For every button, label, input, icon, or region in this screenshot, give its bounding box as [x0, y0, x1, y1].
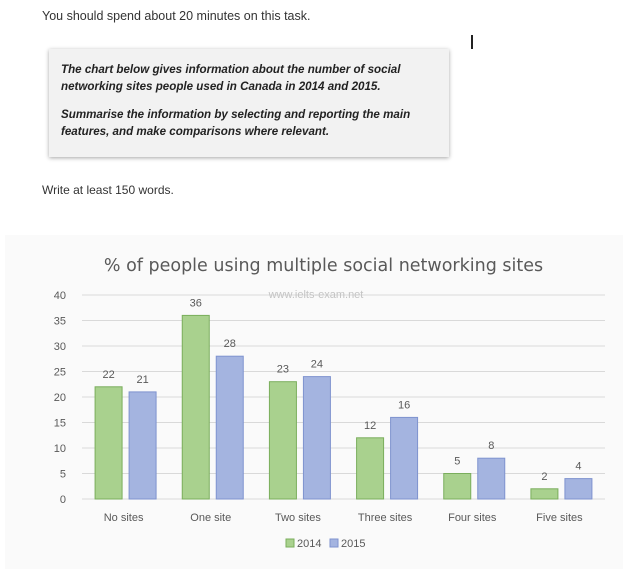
- data-label: 22: [102, 369, 114, 381]
- bar-2014-0: [94, 386, 123, 500]
- word-count-note: Write at least 150 words.: [42, 183, 174, 197]
- bar-2014-4: [443, 473, 472, 500]
- legend-label-2014: 2014: [297, 538, 321, 550]
- y-tick-label: 5: [60, 469, 66, 481]
- bar-2014-2: [268, 381, 297, 500]
- bar-2015-1: [215, 355, 244, 500]
- x-tick-label: No sites: [104, 512, 144, 524]
- y-tick-label: 30: [54, 341, 66, 353]
- data-label: 16: [398, 399, 410, 411]
- x-tick-label: Four sites: [448, 512, 497, 524]
- data-label: 23: [277, 364, 289, 376]
- task-prompt-box: The chart below gives information about …: [49, 49, 449, 157]
- legend-label-2015: 2015: [341, 538, 365, 550]
- chart-title: % of people using multiple social networ…: [104, 256, 543, 276]
- data-label: 5: [454, 456, 460, 468]
- y-tick-label: 20: [54, 392, 66, 404]
- chart-container: % of people using multiple social networ…: [5, 235, 623, 569]
- text-cursor: [471, 35, 473, 49]
- bar-2015-5: [564, 478, 593, 500]
- x-tick-label: Five sites: [536, 512, 583, 524]
- task-instruction: You should spend about 20 minutes on thi…: [42, 9, 311, 23]
- task-prompt-instruction: Summarise the information by selecting a…: [61, 108, 411, 138]
- data-label: 36: [190, 297, 202, 309]
- y-tick-label: 35: [54, 316, 66, 328]
- data-label: 4: [575, 461, 581, 473]
- bar-2014-1: [181, 314, 210, 500]
- data-label: 2: [541, 471, 547, 483]
- bar-2015-3: [390, 416, 419, 500]
- bar-2015-2: [302, 376, 331, 500]
- legend-swatch-2014: [285, 538, 295, 548]
- data-label: 28: [224, 338, 236, 350]
- chart-watermark: www.ielts-exam.net: [268, 289, 364, 301]
- y-tick-label: 40: [54, 290, 66, 302]
- data-label: 8: [488, 440, 494, 452]
- x-tick-label: Three sites: [358, 512, 413, 524]
- legend-swatch-2015: [329, 538, 339, 548]
- y-tick-label: 25: [54, 367, 66, 379]
- x-tick-label: One site: [190, 512, 231, 524]
- x-tick-label: Two sites: [275, 512, 321, 524]
- task-prompt-description: The chart below gives information about …: [61, 63, 401, 93]
- bar-2014-3: [356, 437, 385, 500]
- bar-2015-0: [128, 391, 157, 500]
- bar-chart: % of people using multiple social networ…: [54, 256, 605, 550]
- y-tick-label: 15: [54, 418, 66, 430]
- y-tick-label: 10: [54, 443, 66, 455]
- bar-2014-5: [530, 488, 559, 500]
- data-label: 21: [136, 374, 148, 386]
- bar-2015-4: [477, 457, 506, 500]
- data-label: 24: [311, 359, 323, 371]
- y-tick-label: 0: [60, 494, 66, 506]
- data-label: 12: [364, 420, 376, 432]
